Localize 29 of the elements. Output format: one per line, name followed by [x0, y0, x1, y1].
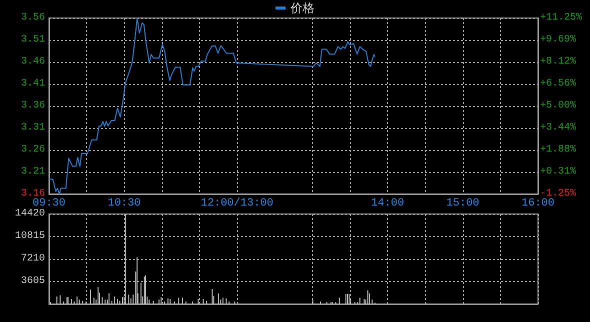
y-tick-label: 3.21 [20, 166, 45, 178]
y2-tick-label: +11.25% [540, 12, 582, 24]
y-tick-label: 14420 [14, 208, 45, 220]
y-tick-label: 3.56 [20, 12, 45, 24]
y2-tick-label: +5.00% [540, 100, 576, 112]
y-tick-label: 7210 [20, 254, 45, 264]
y-tick-label: 10815 [14, 231, 45, 242]
y2-tick-label: +9.69% [540, 34, 576, 46]
legend-label: 价格 [290, 1, 314, 15]
x-tick-label: 10:30 [108, 198, 141, 210]
y2-tick-label: +8.12% [540, 56, 576, 68]
y2-tick-label: +6.56% [540, 78, 576, 90]
y-tick-label: 3.41 [20, 78, 45, 90]
y-tick-label: 3605 [20, 276, 45, 287]
y2-tick-label: +3.44% [540, 122, 576, 134]
y-tick-label: 3.26 [20, 144, 45, 156]
y-tick-label: 3.51 [20, 34, 45, 46]
y2-tick-label: +0.31% [540, 166, 576, 178]
x-tick-label: 16:00 [521, 198, 555, 210]
y-tick-label: 3.16 [20, 188, 45, 200]
y-tick-label: 3.36 [20, 100, 45, 112]
y2-tick-label: +1.88% [540, 144, 576, 156]
x-tick-label: 14:00 [371, 198, 404, 210]
x-tick-label: 12:00/13:00 [200, 198, 274, 210]
y2-tick-label: -1.25% [540, 188, 576, 200]
y-tick-label: 3.46 [20, 56, 45, 68]
y-tick-label: 3.31 [20, 122, 45, 134]
x-tick-label: 15:00 [446, 198, 480, 210]
x-tick-label: 09:30 [32, 198, 66, 210]
